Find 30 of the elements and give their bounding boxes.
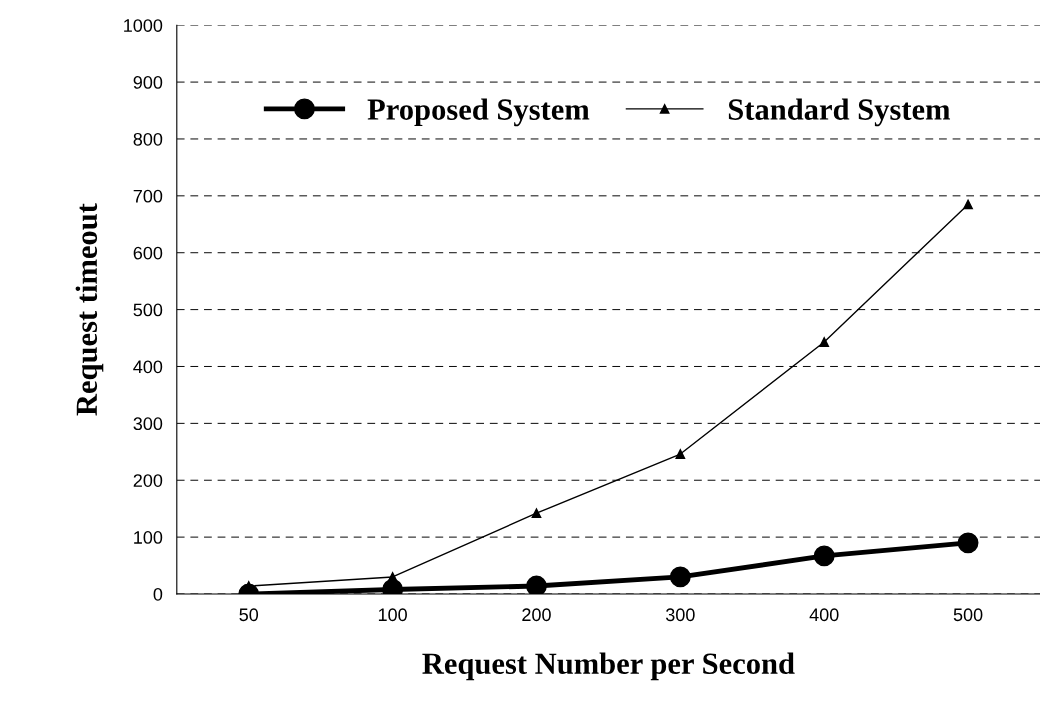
y-tick-label: 700 [133, 189, 163, 203]
y-tick-label: 400 [133, 360, 163, 374]
x-axis-title: Request Number per Second [422, 652, 795, 681]
y-axis-title: Request timeout [75, 203, 104, 416]
x-tick-label: 500 [953, 608, 983, 622]
x-tick-label: 200 [522, 608, 551, 622]
y-tick-label: 800 [133, 132, 163, 146]
x-tick-label: 400 [809, 608, 839, 622]
point [669, 566, 691, 588]
legend-label: Standard System [728, 98, 951, 127]
y-tick-label: 500 [133, 303, 163, 317]
point [957, 532, 979, 554]
y-tick-label: 900 [133, 76, 163, 89]
x-tick-label: 100 [378, 608, 407, 622]
y-tick-label: 300 [133, 417, 163, 431]
y-tick-label: 200 [133, 474, 163, 487]
y-tick-label: 100 [134, 531, 163, 544]
point [675, 449, 686, 459]
y-tick-label: 600 [133, 246, 163, 260]
y-tick-label: 1000 [124, 19, 163, 32]
point [387, 572, 398, 582]
y-tick-label: 0 [153, 587, 163, 601]
point [819, 337, 830, 347]
legend-label: Proposed System [367, 98, 590, 127]
point [963, 199, 973, 210]
point [531, 508, 542, 519]
x-tick-label: 300 [665, 608, 695, 622]
point [526, 575, 547, 594]
x-tick-label: 50 [239, 608, 259, 622]
point [813, 545, 835, 567]
